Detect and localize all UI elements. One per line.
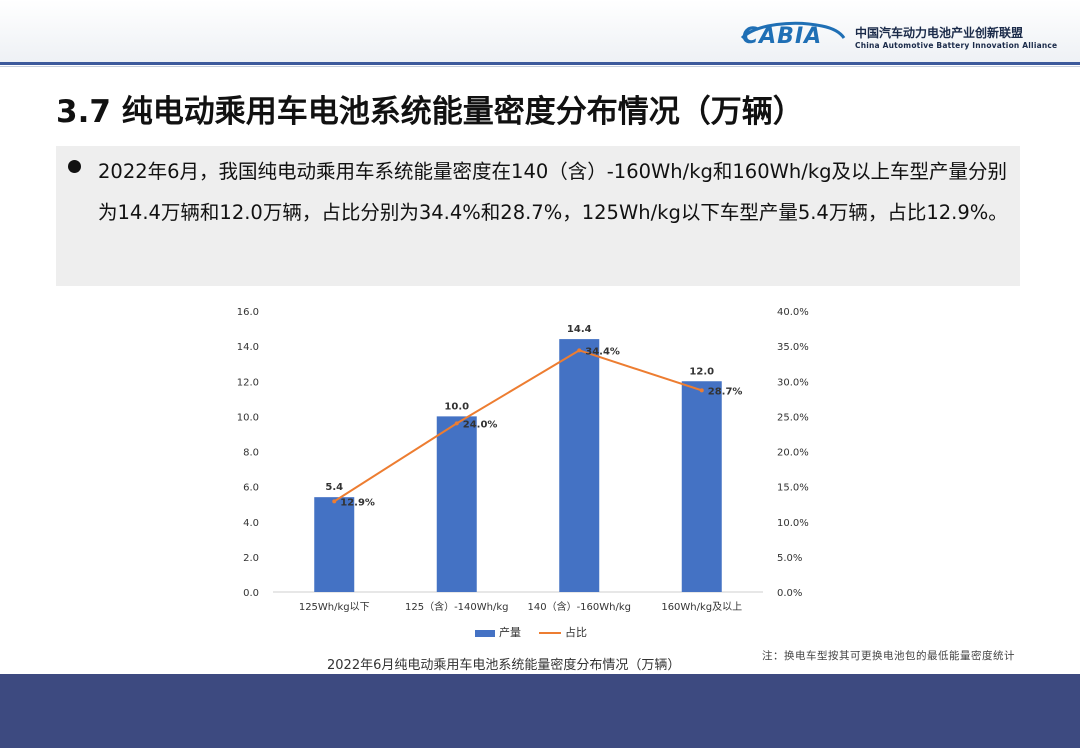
bar-output	[314, 497, 355, 592]
y-left-tick-label: 2.0	[243, 553, 259, 564]
line-point-share	[332, 499, 337, 504]
x-tick-label: 140（含）-160Wh/kg	[527, 600, 631, 613]
y-left-tick-label: 4.0	[243, 518, 259, 529]
org-name-cn: 中国汽车动力电池产业创新联盟	[855, 26, 1024, 40]
bar-output	[436, 416, 477, 592]
line-point-share	[454, 421, 459, 426]
chart-caption: 2022年6月纯电动乘用车电池系统能量密度分布情况（万辆）	[327, 658, 681, 673]
line-share	[333, 349, 703, 503]
legend-label-share: 占比	[565, 626, 587, 639]
y-right-tick-label: 25.0%	[777, 412, 809, 423]
header-band	[0, 0, 1080, 62]
y-left-tick-label: 10.0	[237, 412, 259, 423]
y-right-tick-label: 10.0%	[777, 518, 809, 529]
line-point-share	[577, 348, 582, 353]
header-rule-thin	[0, 66, 1080, 67]
x-tick-label: 160Wh/kg及以上	[661, 601, 742, 613]
bullet-dot-icon	[68, 160, 81, 173]
y-left-tick-label: 14.0	[237, 342, 259, 353]
y-right-tick-label: 40.0%	[777, 307, 809, 318]
y-right-tick-label: 0.0%	[777, 588, 802, 599]
legend-line-swatch-icon	[539, 632, 561, 634]
y-left-tick-label: 12.0	[237, 377, 259, 388]
line-value-label: 28.7%	[708, 386, 743, 397]
y-left-tick-label: 8.0	[243, 448, 259, 459]
x-tick-label: 125Wh/kg以下	[299, 602, 370, 613]
bar-value-label: 14.4	[567, 324, 592, 335]
summary-box	[56, 146, 1020, 286]
car-outline-logo-icon	[740, 21, 846, 40]
y-left-tick-label: 0.0	[243, 588, 259, 599]
footer-band	[0, 674, 1080, 748]
y-right-tick-label: 20.0%	[777, 448, 809, 459]
logo-wordmark: CABIA	[742, 24, 823, 49]
y-right-tick-label: 5.0%	[777, 553, 802, 564]
y-right-tick-label: 15.0%	[777, 483, 809, 494]
y-left-tick-label: 6.0	[243, 483, 259, 494]
bar-value-label: 12.0	[689, 366, 714, 377]
line-value-label: 12.9%	[340, 497, 375, 508]
bar-value-label: 10.0	[444, 401, 469, 412]
summary-text: 2022年6月，我国纯电动乘用车系统能量密度在140（含）-160Wh/kg和1…	[98, 160, 1008, 224]
line-point-share	[699, 388, 704, 393]
org-name-en: China Automotive Battery Innovation Alli…	[855, 41, 1058, 50]
y-right-tick-label: 30.0%	[777, 377, 809, 388]
footnote: 注：换电车型按其可更换电池包的最低能量密度统计	[762, 650, 1015, 662]
header-rule	[0, 62, 1080, 65]
combo-chart: 0.0 2.0 4.0 6.0 8.0 10.0 12.0 14.0 16.0 0.0% 5.0% 1…	[237, 307, 809, 613]
line-value-label: 34.4%	[585, 346, 620, 357]
y-right-tick-label: 35.0%	[777, 342, 809, 353]
page-title: 3.7 纯电动乘用车电池系统能量密度分布情况（万辆）	[56, 94, 804, 130]
line-value-label: 24.0%	[463, 419, 498, 430]
chart-legend: 产量 占比	[475, 624, 587, 640]
y-left-tick-label: 16.0	[237, 307, 259, 318]
bar-output	[559, 339, 600, 592]
bar-value-label: 5.4	[325, 482, 343, 493]
bar-output	[681, 381, 722, 592]
legend-bar-swatch-icon	[475, 629, 495, 637]
x-tick-label: 125（含）-140Wh/kg	[405, 600, 509, 613]
legend-label-output: 产量	[499, 626, 521, 639]
